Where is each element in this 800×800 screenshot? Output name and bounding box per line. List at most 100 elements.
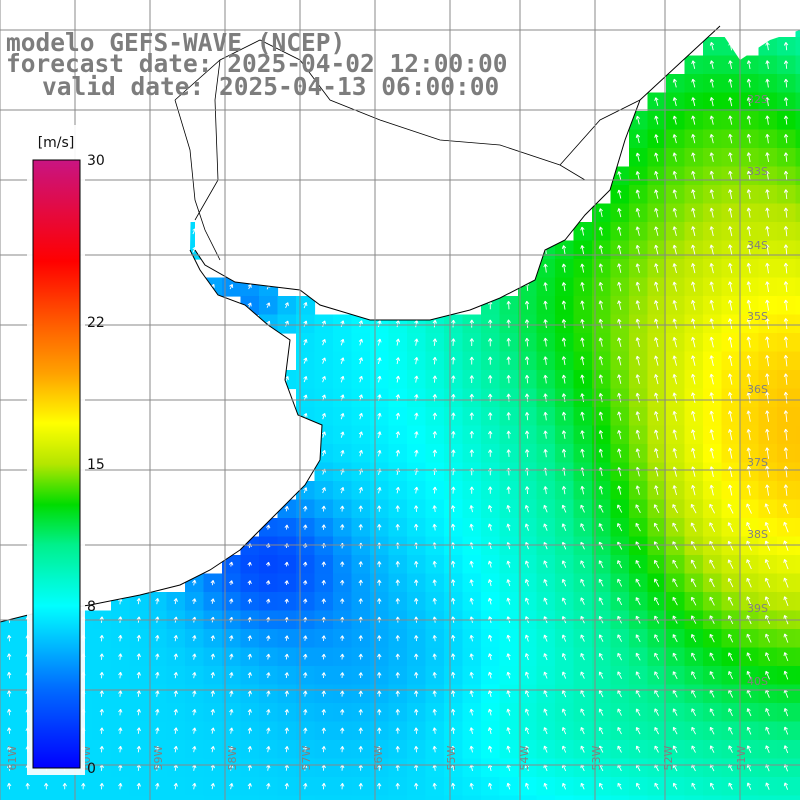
wind-arrow	[783, 447, 789, 459]
wind-arrow	[506, 430, 511, 439]
wind-arrow	[672, 652, 678, 661]
wind-arrow	[229, 727, 234, 734]
wind-arrow	[598, 597, 604, 605]
wind-arrow	[414, 375, 419, 383]
wind-arrow	[709, 207, 714, 218]
wind-arrow	[746, 447, 751, 459]
wind-arrow	[783, 708, 789, 717]
wind-arrow	[746, 652, 752, 661]
wind-arrow	[654, 448, 659, 459]
wind-arrow	[691, 133, 696, 144]
wind-arrow	[173, 709, 178, 716]
wind-arrow	[192, 709, 197, 716]
wind-arrow	[451, 486, 456, 494]
wind-arrow	[414, 486, 419, 494]
wind-arrow	[155, 671, 160, 679]
wind-arrow	[617, 171, 622, 181]
wind-arrow	[598, 281, 604, 292]
wind-arrow	[358, 690, 363, 697]
wind-arrow	[617, 337, 622, 347]
wind-arrow	[709, 299, 714, 311]
wind-arrow	[654, 578, 660, 587]
wind-arrow	[469, 708, 474, 716]
wind-cell	[795, 499, 800, 519]
wind-arrow	[709, 410, 714, 422]
wind-arrow	[432, 579, 437, 586]
wind-arrow	[598, 208, 604, 218]
wind-arrow	[653, 522, 660, 532]
wind-arrow	[524, 523, 529, 531]
wind-arrow	[340, 782, 345, 790]
wind-arrow	[690, 522, 697, 532]
wind-arrow	[709, 392, 714, 404]
wind-cell	[795, 740, 800, 760]
wind-cell	[555, 795, 575, 800]
wind-arrow	[672, 578, 678, 588]
wind-cell	[629, 795, 649, 800]
wind-arrow	[765, 782, 770, 790]
wind-cell	[795, 703, 800, 723]
wind-arrow	[672, 244, 677, 255]
wind-arrow	[765, 410, 770, 422]
wind-arrow	[469, 671, 474, 679]
wind-arrow	[395, 672, 400, 679]
colorbar: [m/s] 30 22 15 8 0	[27, 125, 105, 777]
wind-arrow	[765, 207, 770, 218]
wind-arrow	[728, 281, 733, 292]
wind-arrow	[746, 708, 752, 717]
wind-arrow	[414, 579, 419, 586]
wind-cell	[795, 55, 800, 75]
wind-arrow	[321, 505, 326, 512]
wind-arrow	[506, 690, 511, 698]
wind-arrow	[377, 524, 382, 531]
wind-arrow	[99, 653, 104, 660]
wind-arrow	[617, 244, 622, 255]
wind-arrow	[432, 319, 438, 328]
wind-arrow	[321, 709, 326, 716]
wind-arrow	[617, 208, 622, 218]
wind-arrow	[728, 78, 733, 88]
wind-arrow	[524, 745, 530, 753]
wind-arrow	[358, 635, 363, 642]
wind-arrow	[284, 635, 289, 641]
wind-arrow	[524, 504, 529, 513]
wind-cell	[795, 777, 800, 797]
wind-arrow	[469, 356, 474, 365]
wind-arrow	[118, 671, 123, 679]
wind-cell	[795, 166, 800, 186]
wind-cell	[795, 666, 800, 686]
wind-arrow	[340, 431, 345, 438]
wind-arrow	[210, 635, 215, 642]
wind-arrow	[340, 635, 345, 641]
lon-label: 56W	[372, 745, 385, 770]
wind-arrow	[728, 466, 733, 478]
wind-arrow	[635, 281, 640, 292]
wind-arrow	[99, 690, 104, 697]
wind-arrow	[635, 634, 641, 643]
wind-arrow	[654, 727, 659, 735]
wind-arrow	[303, 672, 308, 679]
wind-arrow	[358, 598, 363, 604]
lon-label: 53W	[590, 745, 603, 770]
wind-arrow	[506, 653, 511, 661]
wind-arrow	[377, 320, 382, 328]
wind-arrow	[617, 727, 622, 735]
wind-arrow	[487, 579, 493, 587]
wind-arrow	[617, 652, 622, 661]
wind-arrow	[469, 597, 474, 605]
wind-arrow	[709, 447, 714, 459]
wind-arrow	[506, 560, 511, 568]
forecast-date: forecast date: 2025-04-02 12:00:00	[6, 49, 508, 78]
wind-arrow	[598, 560, 604, 569]
wind-arrow	[765, 60, 770, 69]
wind-arrow	[580, 411, 585, 421]
wind-arrow	[543, 782, 548, 790]
wind-cell	[795, 370, 800, 390]
wind-arrow	[543, 486, 548, 495]
wind-arrow	[691, 447, 696, 459]
wind-arrow	[746, 633, 752, 643]
wind-arrow	[99, 634, 104, 642]
wind-arrow	[672, 355, 677, 366]
wind-arrow	[617, 634, 622, 642]
wind-arrow	[451, 708, 456, 716]
